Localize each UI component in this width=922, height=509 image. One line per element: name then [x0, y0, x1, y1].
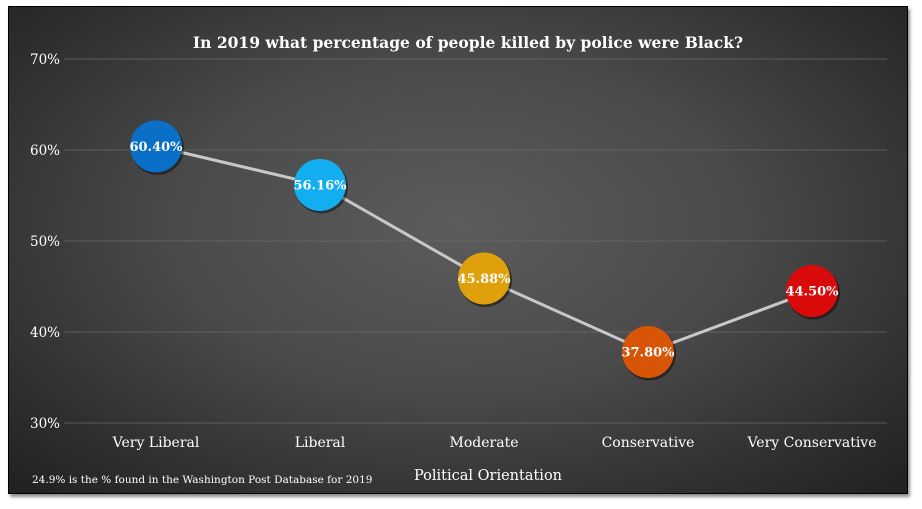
y-axis-ticks: 30% 40% 50% 60% 70% [30, 52, 60, 432]
data-marker [294, 158, 346, 211]
data-marker [130, 120, 182, 173]
data-label: 44.50% [785, 285, 839, 300]
series-line [155, 144, 813, 354]
series-polyline [155, 144, 813, 354]
data-label: 60.40% [129, 140, 183, 155]
category-label: Very Liberal [112, 435, 200, 451]
data-marker [622, 326, 674, 379]
footnote: 24.9% is the % found in the Washington P… [32, 474, 372, 486]
y-tick-label: 70% [30, 52, 60, 68]
data-label: 56.16% [293, 178, 347, 193]
gridlines [64, 58, 887, 424]
chart-container: 30% 40% 50% 60% 70% 60.40% 56.16% 45.88% 37.80%… [8, 6, 908, 494]
data-label: 45.88% [457, 272, 511, 287]
category-label: Moderate [450, 435, 519, 451]
category-label: Very Conservative [746, 435, 876, 451]
chart-title: In 2019 what percentage of people killed… [193, 33, 743, 52]
data-label: 37.80% [621, 346, 675, 361]
y-tick-label: 40% [30, 325, 60, 341]
y-tick-label: 60% [30, 143, 60, 159]
data-marker [458, 252, 510, 305]
line-chart: 30% 40% 50% 60% 70% 60.40% 56.16% 45.88% 37.80%… [30, 33, 887, 486]
category-label: Liberal [295, 435, 346, 451]
data-markers: 60.40% 56.16% 45.88% 37.80% 44.50% [129, 120, 840, 381]
category-label: Conservative [602, 435, 695, 451]
x-axis-label: Political Orientation [414, 468, 562, 484]
data-marker [786, 265, 838, 318]
y-tick-label: 50% [30, 234, 60, 250]
x-axis-categories: Very Liberal Liberal Moderate Conservative V… [112, 435, 877, 451]
y-tick-label: 30% [30, 416, 60, 432]
